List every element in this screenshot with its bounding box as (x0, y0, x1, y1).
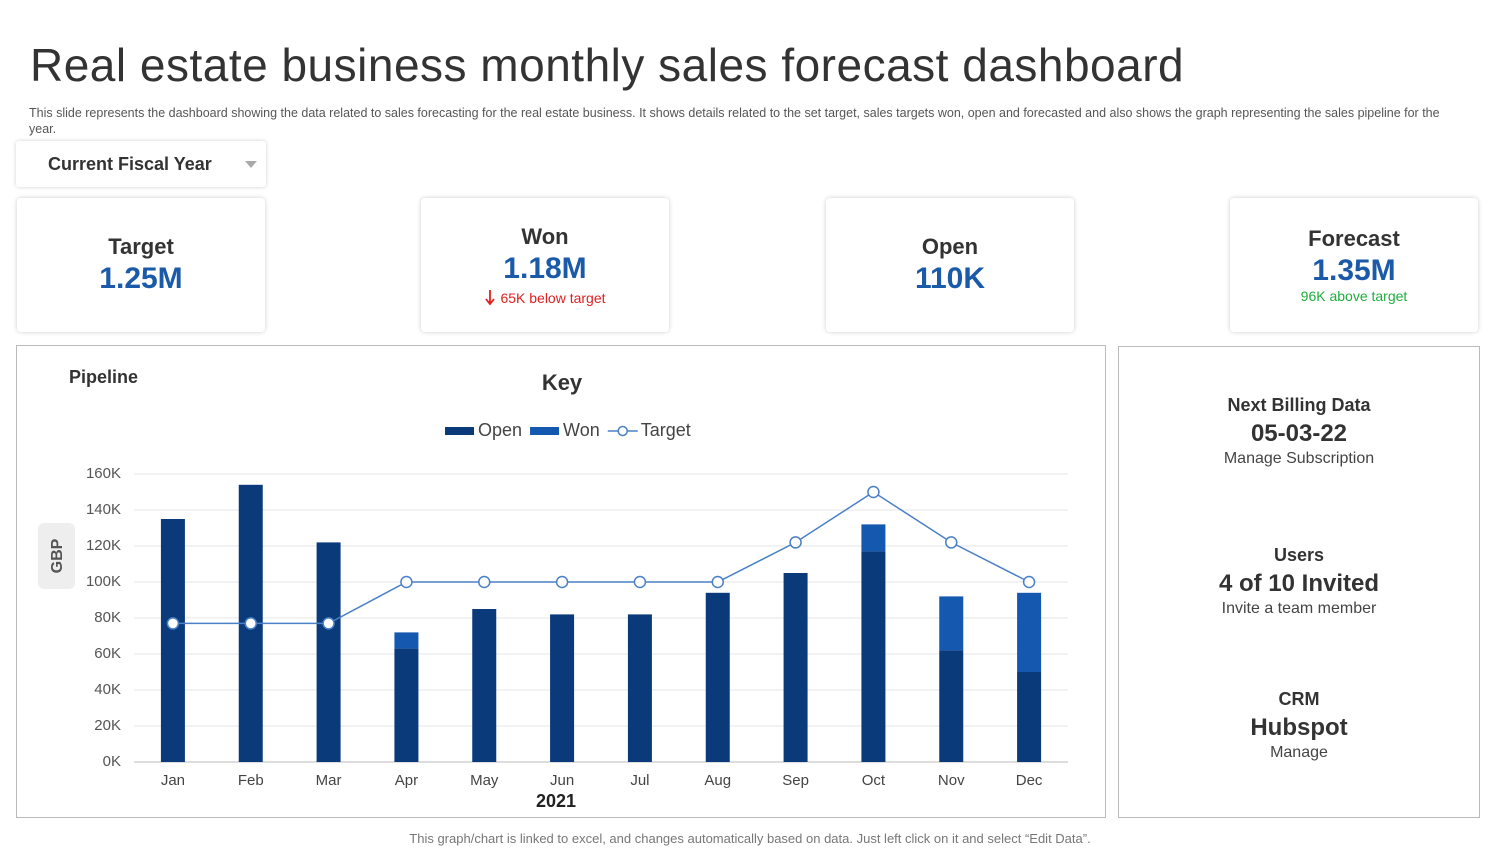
side-value: Hubspot (1250, 714, 1348, 741)
bar-segment (1017, 592, 1042, 672)
bar-segment (783, 573, 808, 762)
side-link[interactable]: Manage Subscription (1223, 450, 1375, 467)
y-tick-label: 20K (94, 717, 121, 734)
kpi-note: 96K above target (1300, 288, 1408, 304)
bar-segment (705, 592, 730, 762)
kpi-card: Forecast 1.35M 96K above target (1230, 198, 1478, 332)
footer-note: This graph/chart is linked to excel, and… (409, 831, 1091, 846)
y-label-bg (38, 523, 75, 589)
x-tick-label: Jan (161, 772, 185, 789)
x-tick-label: Apr (395, 772, 418, 789)
bar-segment (550, 614, 575, 762)
x-tick-label: Aug (704, 772, 731, 789)
kpi-card: Target 1.25M (17, 198, 265, 332)
legend-label: Target (641, 420, 691, 440)
y-axis-label: GBP (49, 538, 66, 573)
y-tick-label: 40K (94, 681, 121, 698)
x-tick-label: Nov (938, 772, 965, 789)
target-point (789, 536, 802, 549)
legend-swatch (445, 427, 474, 435)
legend-swatch (617, 425, 628, 437)
x-tick-label: Sep (782, 772, 809, 789)
legend-title: Key (542, 370, 583, 395)
chart-title: Pipeline (69, 367, 138, 387)
bar-segment (316, 542, 341, 762)
kpi-value: 1.18M (503, 252, 587, 285)
dropdown-label: Current Fiscal Year (48, 154, 212, 174)
x-tick-label: Jun (550, 772, 574, 789)
kpi-card: Open 110K (826, 198, 1074, 332)
kpi-note-text: 65K below target (500, 290, 606, 306)
y-tick-label: 140K (86, 501, 121, 518)
side-heading: CRM (1278, 689, 1320, 709)
target-point (1022, 575, 1036, 589)
bar-segment (861, 551, 886, 762)
target-line (172, 491, 1030, 625)
side-link[interactable]: Manage (1270, 744, 1328, 761)
side-value: 4 of 10 Invited (1218, 570, 1380, 597)
x-tick-label: Jul (630, 772, 649, 789)
page-title: Real estate business monthly sales forec… (30, 39, 1185, 91)
bar-segment (1017, 672, 1042, 762)
side-heading: Next Billing Data (1227, 395, 1371, 415)
kpi-value: 1.35M (1312, 254, 1396, 287)
y-tick-label: 60K (94, 645, 121, 662)
bar-segment (160, 519, 185, 762)
kpi-value: 1.25M (99, 262, 183, 295)
target-point (478, 575, 491, 589)
x-axis-label: 2021 (536, 791, 576, 811)
legend-label: Won (563, 420, 600, 440)
y-tick-label: 160K (86, 465, 121, 482)
target-point (867, 485, 880, 499)
target-point (945, 536, 958, 549)
bar-segment (939, 596, 964, 651)
y-tick-label: 120K (86, 537, 121, 554)
target-point (633, 575, 647, 589)
bar-segment (394, 648, 419, 762)
bar-segment (861, 524, 886, 552)
y-tick-label: 100K (86, 573, 121, 590)
target-point (244, 617, 257, 630)
x-tick-label: Mar (316, 772, 342, 789)
kpi-card: Won 1.18M 65K below target (421, 198, 669, 332)
billing-group: Next Billing Data 05-03-22 Manage Subscr… (1119, 395, 1479, 468)
target-point (711, 575, 724, 589)
bar-segment (472, 609, 497, 762)
target-point (555, 575, 569, 589)
side-heading: Users (1273, 545, 1325, 565)
target-point (166, 617, 180, 630)
y-tick-label: 80K (94, 609, 121, 626)
x-tick-label: Feb (238, 772, 264, 789)
legend-swatch (530, 427, 560, 435)
target-point (400, 575, 413, 589)
side-panel: Next Billing Data 05-03-22 Manage Subscr… (1118, 346, 1480, 818)
down-arrow (485, 290, 496, 306)
side-link[interactable]: Invite a team member (1221, 600, 1377, 617)
legend-label: Open (478, 420, 522, 440)
bar-segment (394, 632, 419, 649)
x-tick-label: Oct (862, 772, 886, 789)
kpi-label: Forecast (1308, 226, 1400, 251)
kpi-note: 65K below target (421, 290, 669, 306)
x-tick-label: May (470, 772, 499, 789)
side-value: 05-03-22 (1250, 420, 1348, 447)
kpi-label: Open (921, 234, 979, 259)
pipeline-chart: Pipeline Key GBP 2021 0K 20K 40K 60K 80K 100K… (16, 345, 1106, 818)
bar-segment (939, 650, 964, 762)
fiscal-year-dropdown[interactable]: Current Fiscal Year (16, 141, 266, 187)
description: This slide represents the dashboard show… (29, 106, 1440, 136)
kpi-label: Target (108, 234, 174, 259)
target-point (322, 617, 335, 630)
crm-group: CRM Hubspot Manage (1119, 689, 1479, 762)
bar-segment (627, 614, 652, 762)
users-group: Users 4 of 10 Invited Invite a team memb… (1119, 545, 1479, 618)
kpi-label: Won (521, 224, 569, 249)
kpi-value: 110K (914, 262, 986, 295)
y-tick-label: 0K (103, 753, 121, 770)
dropdown-arrow (245, 161, 257, 168)
x-tick-label: Dec (1016, 772, 1043, 789)
